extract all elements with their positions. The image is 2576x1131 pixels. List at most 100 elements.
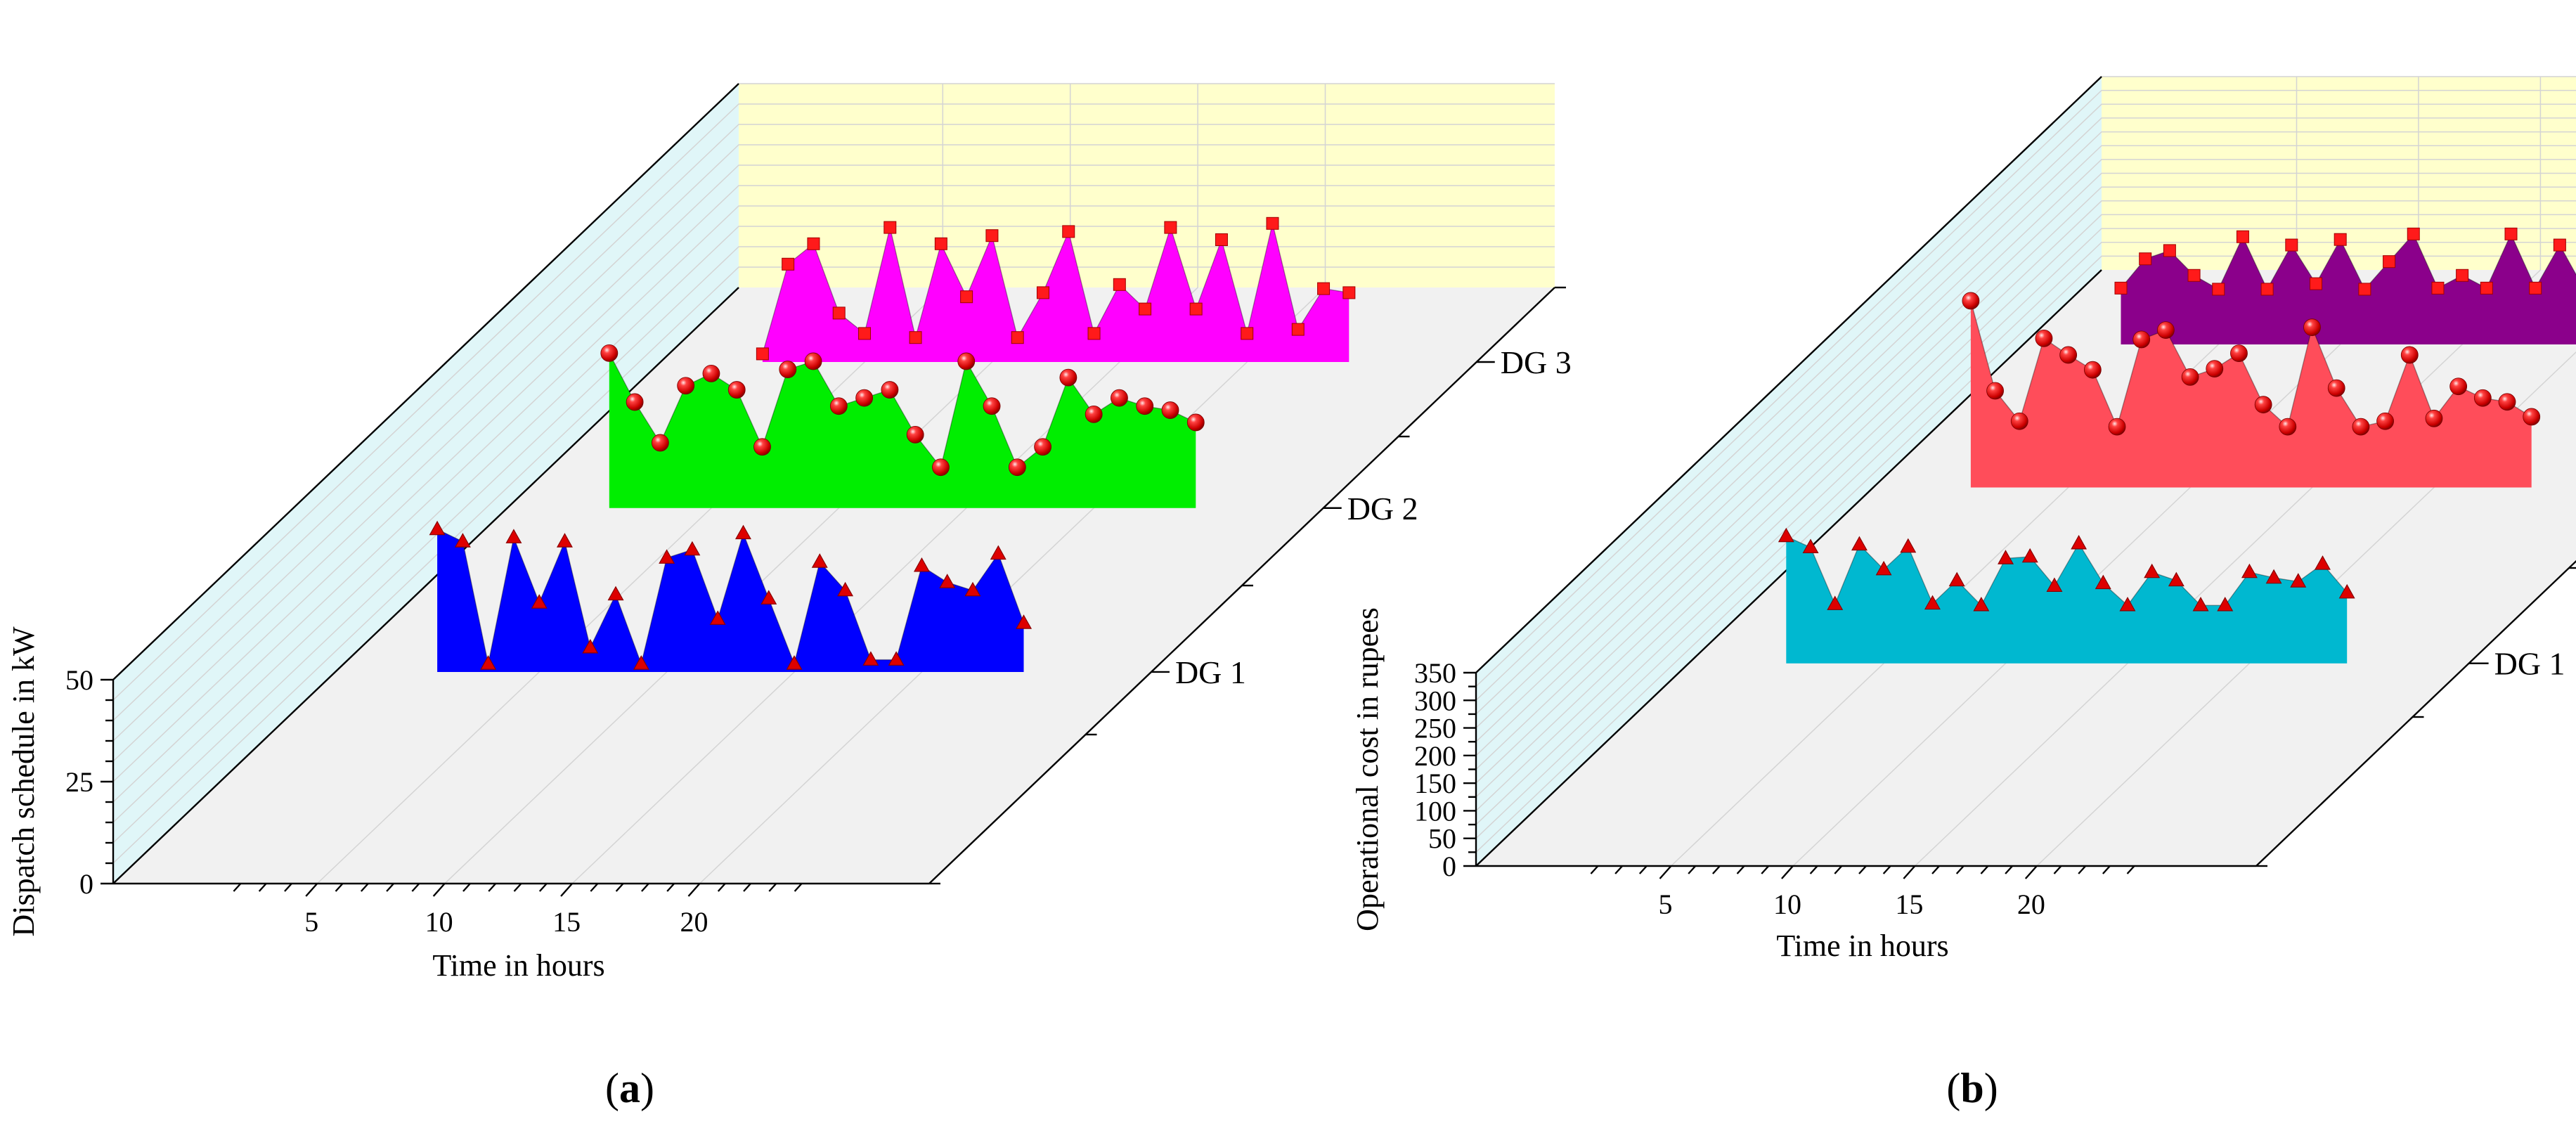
data-point: [983, 397, 1001, 415]
data-point: [2553, 238, 2566, 252]
data-point: [990, 545, 1007, 560]
x-minor-tick: [1980, 865, 1989, 874]
grid-line: [1475, 241, 2576, 839]
data-point: [2431, 281, 2445, 295]
data-point: [429, 520, 446, 536]
data-point: [811, 553, 828, 568]
y-tick-label: 50: [1428, 823, 1456, 855]
data-point: [2260, 283, 2274, 296]
data-point: [2071, 534, 2088, 550]
data-point: [1948, 571, 1965, 587]
grid-line: [1475, 228, 2576, 825]
data-point: [2279, 418, 2297, 436]
data-point: [2021, 548, 2038, 563]
x-tick-label: 5: [1659, 888, 1673, 920]
x-minor-tick: [513, 883, 522, 892]
grid-line: [1475, 159, 2576, 756]
data-point: [1085, 405, 1103, 423]
data-point: [2265, 569, 2282, 584]
data-point: [1291, 323, 1305, 336]
data-point: [2139, 252, 2152, 266]
data-point: [1266, 216, 1279, 230]
grid-line: [1475, 131, 2576, 729]
data-point: [1036, 286, 1049, 299]
data-point: [1062, 225, 1075, 238]
data-point: [881, 381, 899, 399]
series-dg-1: DG 1: [429, 520, 1246, 690]
data-point: [837, 581, 854, 597]
series-label: DG 1: [2494, 646, 2565, 682]
data-point: [862, 651, 879, 666]
x-minor-tick: [2126, 865, 2135, 874]
data-point: [1189, 302, 1203, 316]
data-point: [1900, 538, 1917, 553]
x-minor-tick: [1834, 865, 1843, 874]
data-point: [1924, 595, 1941, 610]
grid-line: [112, 226, 1555, 823]
x-minor-tick: [768, 883, 777, 892]
data-point: [1241, 327, 1254, 340]
data-point: [2352, 418, 2370, 436]
data-point: [2108, 418, 2126, 436]
depth-axis-line-left: [112, 287, 739, 884]
data-point: [913, 557, 930, 572]
x-minor-tick: [1931, 865, 1940, 874]
data-point: [1802, 538, 1819, 554]
y-tick-label: 150: [1414, 768, 1456, 799]
grid-line: [1475, 172, 2576, 770]
data-point: [2449, 377, 2468, 396]
data-point: [858, 327, 871, 340]
x-tick: [305, 883, 318, 897]
x-minor-tick: [538, 883, 548, 892]
data-point: [804, 352, 822, 370]
x-minor-tick: [1955, 865, 1965, 874]
data-point: [1161, 401, 1179, 419]
grid-line: [1475, 103, 2576, 701]
x-minor-tick: [717, 883, 726, 892]
data-point: [1113, 278, 1126, 291]
data-point: [1008, 458, 1026, 477]
data-point: [1317, 282, 1331, 295]
data-point: [1059, 368, 1077, 387]
x-minor-tick: [488, 883, 497, 892]
grid-line: [1475, 89, 2576, 687]
x-minor-tick: [1858, 865, 1867, 874]
y-tick-label: 25: [65, 766, 93, 798]
data-point: [1034, 438, 1052, 456]
x-minor-tick: [1638, 865, 1648, 874]
data-point: [1998, 550, 2014, 564]
series-area: [437, 529, 1024, 672]
grid-line: [1914, 77, 2542, 867]
x-tick: [1659, 865, 1672, 879]
x-tick: [560, 883, 573, 897]
x-minor-tick: [2005, 865, 2014, 874]
x-tick: [432, 883, 446, 897]
data-point: [2144, 563, 2161, 579]
data-point: [782, 257, 795, 271]
series-dg-3: DG 3: [2114, 227, 2576, 344]
data-point: [2523, 408, 2541, 426]
x-minor-tick: [2053, 865, 2062, 874]
series-area: [609, 353, 1196, 508]
series-dg-2: DG 2: [1962, 292, 2541, 488]
data-point: [480, 655, 497, 670]
data-point: [1342, 286, 1356, 299]
data-point: [2254, 396, 2272, 414]
data-point: [2241, 563, 2258, 579]
data-point: [734, 524, 751, 540]
y-tick-label: 0: [1442, 851, 1456, 882]
grid-line: [112, 185, 1555, 782]
data-point: [1851, 536, 1868, 551]
data-point: [2310, 277, 2322, 290]
data-point: [2230, 344, 2248, 362]
x-minor-tick: [794, 883, 803, 892]
data-point: [2192, 596, 2209, 612]
data-point: [677, 377, 695, 395]
x-minor-tick: [462, 883, 471, 892]
x-minor-tick: [258, 883, 267, 892]
data-point: [884, 221, 897, 234]
data-point: [1139, 302, 1152, 316]
data-point: [1186, 413, 1205, 432]
x-minor-tick: [1614, 865, 1624, 874]
